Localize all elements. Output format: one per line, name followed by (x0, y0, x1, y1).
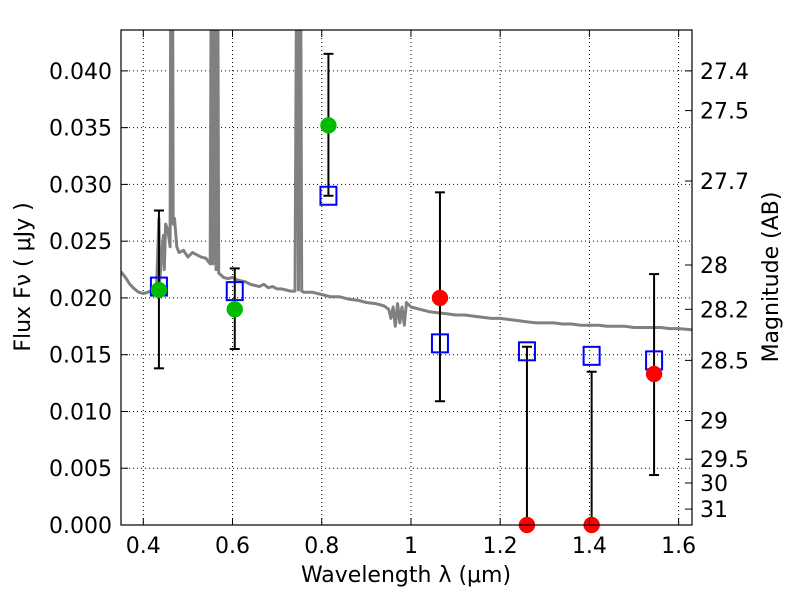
observed-flux-point (431, 289, 449, 307)
y-axis-title: Flux Fν ( μJy ) (11, 202, 36, 351)
model-photometry-square (319, 185, 338, 206)
observed-flux-point (150, 281, 168, 299)
right-tick-label: 28.2 (700, 298, 749, 323)
y-tick-label: 0.025 (49, 230, 112, 255)
x-tick-label: 0.4 (126, 534, 161, 559)
y-tick-label: 0.010 (49, 400, 112, 425)
y-tick-label: 0.015 (49, 344, 112, 369)
right-tick-label: 30 (700, 472, 728, 497)
right-tick-label: 28 (700, 254, 728, 279)
right-tick-label: 27.5 (700, 100, 749, 125)
y-tick-label: 0.030 (49, 173, 112, 198)
data-markers (149, 117, 664, 534)
y-tick-label: 0.040 (49, 60, 112, 85)
plot-area (121, 30, 692, 525)
model-spectrum-group (121, 30, 692, 332)
right-tick-label: 28.5 (700, 349, 749, 374)
x-tick-label: 0.8 (304, 534, 339, 559)
model-photometry-square (225, 281, 244, 302)
grid (121, 30, 692, 526)
observed-flux-point (645, 365, 663, 383)
x-tick-label: 1.4 (572, 534, 607, 559)
right-tick-label: 27.4 (700, 60, 749, 85)
y-tick-label: 0.000 (49, 514, 112, 539)
model-photometry-square (582, 345, 601, 366)
observed-flux-point (226, 301, 244, 318)
x-axis-title: Wavelength λ (μm) (301, 563, 511, 588)
observed-flux-point (320, 117, 337, 134)
model-spectrum-line (121, 30, 692, 332)
x-tick-label: 1 (404, 534, 418, 559)
right-tick-label: 31 (700, 498, 728, 523)
axis-ticks (121, 30, 692, 526)
x-tick-label: 1.6 (661, 534, 696, 559)
y-tick-label: 0.035 (49, 117, 112, 142)
right-tick-label: 29.5 (700, 448, 749, 473)
right-tick-label: 27.7 (700, 170, 749, 195)
x-tick-label: 1.2 (483, 534, 518, 559)
right-axis-title: Magnitude (AB) (759, 192, 784, 363)
y-tick-label: 0.005 (49, 457, 112, 482)
model-photometry-square (430, 333, 449, 354)
tick-labels: 0.4 0.6 0.8 1 1.2 1.4 1.6 0.000 0.005 0.010 0.015 0… (49, 60, 749, 559)
x-tick-label: 0.6 (215, 534, 250, 559)
y-tick-label: 0.020 (49, 287, 112, 312)
right-tick-label: 29 (700, 410, 728, 435)
model-photometry-square (517, 341, 536, 362)
plot-frame (120, 29, 693, 526)
